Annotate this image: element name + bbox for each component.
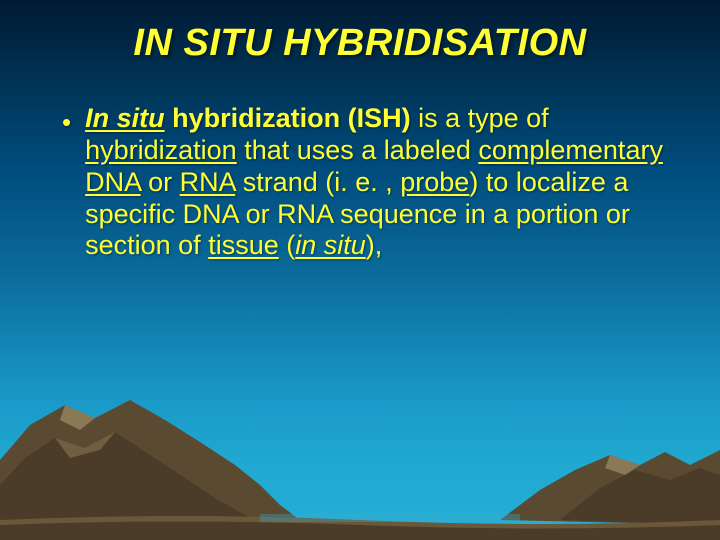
slide-body: • In situ hybridization (ISH) is a type … <box>0 65 720 262</box>
text-segment: in situ <box>295 230 366 260</box>
text-segment: hybridization (ISH) <box>165 103 411 133</box>
text-segment: that uses a labeled <box>237 135 479 165</box>
bullet-item: • In situ hybridization (ISH) is a type … <box>62 103 670 262</box>
text-segment: In situ <box>85 103 165 133</box>
text-segment: ), <box>366 230 383 260</box>
mountain-graphic <box>0 370 720 540</box>
text-segment: ( <box>279 230 296 260</box>
text-segment: or <box>141 167 180 197</box>
slide-title: IN SITU HYBRIDISATION <box>0 0 720 65</box>
bullet-text: In situ hybridization (ISH) is a type of… <box>85 103 670 262</box>
text-segment: hybridization <box>85 135 237 165</box>
bullet-glyph: • <box>62 107 71 138</box>
text-segment: RNA <box>180 167 236 197</box>
text-segment: is a type of <box>411 103 549 133</box>
text-segment: tissue <box>208 230 279 260</box>
text-segment: probe <box>400 167 469 197</box>
text-segment: strand (i. e. , <box>235 167 400 197</box>
